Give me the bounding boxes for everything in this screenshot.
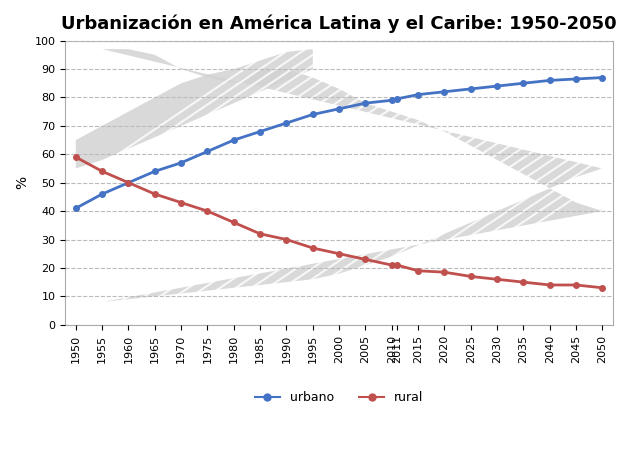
Y-axis label: %: % [15,176,29,189]
Polygon shape [76,49,313,168]
Polygon shape [102,49,602,302]
Title: Urbanización en América Latina y el Caribe: 1950-2050: Urbanización en América Latina y el Cari… [62,15,617,34]
Legend: urbano, rural: urbano, rural [250,386,428,410]
